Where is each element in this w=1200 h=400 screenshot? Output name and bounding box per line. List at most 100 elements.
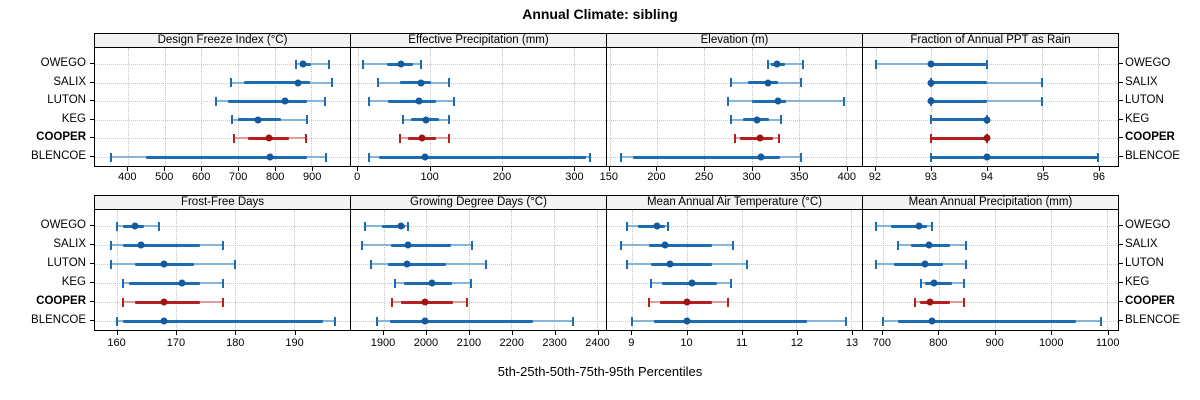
cap-95 [448,78,451,88]
cap-95 [729,278,732,288]
x-tick [741,331,743,335]
x-tick [164,167,166,171]
grid-line-y [351,226,606,227]
median-dot [683,298,691,306]
cap-95 [802,59,805,69]
cap-5 [650,278,653,288]
y-tick [1119,63,1123,64]
grid-line-y [351,119,606,121]
median-dot [764,79,772,87]
cap-5 [362,59,365,69]
cap-5 [647,297,650,307]
x-tick [930,167,932,171]
grid-line-x [176,210,178,330]
median-dot [653,222,661,230]
x-tick [201,167,203,171]
y-tick [90,81,94,83]
x-tick [116,331,118,335]
grid-line-y [95,138,350,140]
grid-line-x [938,210,940,330]
y-tick [90,263,94,264]
iqr-line-25-75 [747,81,778,85]
y-tick [90,100,94,102]
cap-5 [367,152,370,162]
cap-5 [733,133,736,143]
cap-95 [964,259,967,269]
x-tick-label: 1100 [1095,337,1120,349]
cap-95 [407,221,410,231]
plot-inner [351,48,606,166]
grid-line-y [863,245,1118,246]
cap-5 [919,278,922,288]
x-tick [881,331,883,335]
x-tick [468,331,470,335]
x-tick-label: 180 [226,337,245,349]
iqr-line-25-75 [387,99,437,103]
cap-5 [766,59,769,69]
cap-95 [222,278,225,288]
grid-line-x [128,48,130,166]
grid-line-y [95,82,350,84]
x-tick-label: 500 [155,171,174,183]
grid-line-x [704,48,706,166]
iqr-line-25-75 [123,319,324,323]
y-tick [90,137,94,139]
x-tick-label: 9 [628,337,635,349]
iqr-line-25-75 [391,243,451,247]
cap-5 [625,259,628,269]
grid-line-y [607,245,862,246]
x-tick [994,331,996,335]
plot-area [94,47,351,167]
grid-line-x [468,210,470,330]
x-tick-label: 150 [599,171,619,183]
iqr-line-25-75 [637,224,665,228]
cap-95 [666,221,669,231]
station-label-left-blencoe: BLENCOE [31,314,86,326]
cap-95 [589,152,592,162]
x-tick-label: 700 [872,337,891,349]
grid-line-x [845,48,847,166]
median-dot [773,60,781,68]
panel-title: Growing Degree Days (°C) [410,196,547,208]
cap-5 [930,133,933,143]
median-dot [928,317,936,325]
grid-line-y [607,283,862,284]
y-tick [1119,320,1123,321]
grid-line-x [430,48,431,166]
grid-line-x [882,210,884,330]
median-dot [415,97,423,105]
cap-95 [447,133,450,143]
iqr-line-25-75 [893,262,944,266]
x-tick [1098,167,1100,171]
cap-5 [913,297,916,307]
iqr-line-25-75 [146,155,308,159]
median-dot [925,241,933,249]
cap-95 [222,297,225,307]
grid-line-x [573,48,575,166]
grid-line-x [798,48,800,166]
x-tick-label: 10 [680,337,693,349]
grid-line-y [351,283,606,284]
cap-5 [229,78,232,88]
plot-inner [863,48,1118,166]
grid-line-x [1042,48,1044,166]
cap-95 [470,278,473,288]
cap-5 [376,78,379,88]
median-dot [666,260,674,268]
iqr-line-25-75 [898,319,1076,323]
median-dot [421,298,429,306]
grid-line-y [351,82,606,84]
grid-line-x [294,210,296,330]
cap-95 [328,59,331,69]
range-line-5-95 [767,63,804,65]
median-dot [683,317,691,325]
panel-elevation-m: Elevation (m) 150 200 250 300 350 400 [600,0,863,400]
cap-95 [325,152,328,162]
x-tick-label: 2200 [499,337,524,349]
plot-area [606,47,863,167]
cap-95 [843,96,846,106]
plot-inner [95,210,350,330]
panel-frost-free-days: Frost-Free Days 160 170 180 190 [90,0,351,400]
cap-95 [470,240,473,250]
median-dot [160,260,168,268]
